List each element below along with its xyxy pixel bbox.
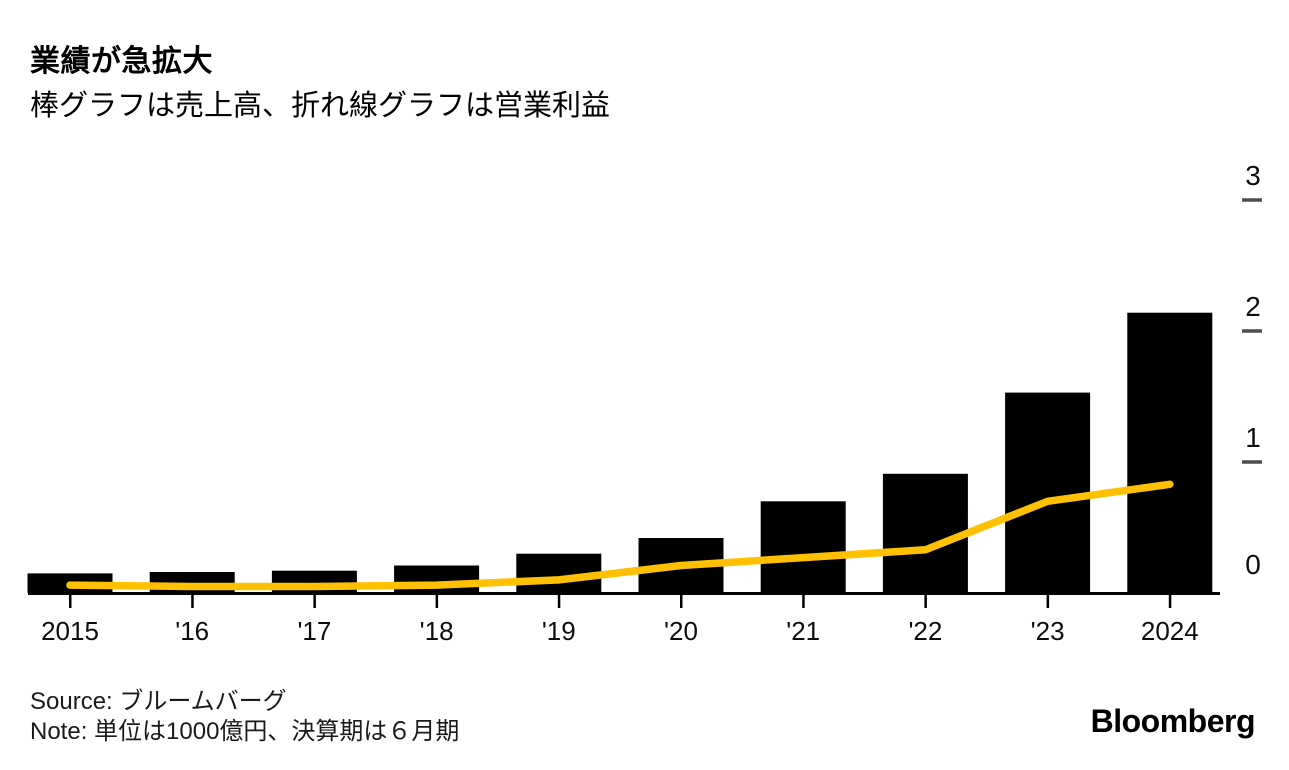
x-label-'21: '21 [786,616,820,646]
x-tick-'16 [191,595,194,608]
x-axis-baseline [28,592,1220,595]
x-tick-'23 [1046,595,1050,608]
x-tick-2024 [1168,595,1172,608]
bar-'21 [760,501,846,593]
operating-profit-line [66,480,1174,591]
x-label-'20: '20 [664,616,698,646]
chart-title: 業績が急拡大 [30,45,213,78]
note-text: Note: 単位は1000億円、決算期は６月期 [30,718,460,745]
x-label-2015: 2015 [41,616,99,646]
x-tick-'22 [924,595,927,608]
x-tick-'20 [680,595,683,608]
y-tick-dash-3 [1242,198,1262,202]
source-text: Source: ブルームバーグ [30,688,287,715]
x-label-'22: '22 [908,616,942,646]
x-label-'16: '16 [175,616,209,646]
y-label-3: 3 [1245,160,1261,191]
x-label-'19: '19 [542,616,576,646]
bloomberg-logo: Bloomberg [1090,703,1256,739]
x-label-2024: 2024 [1141,616,1199,646]
y-label-1: 1 [1245,422,1261,453]
x-label-'17: '17 [297,616,331,646]
y-label-0: 0 [1245,549,1261,580]
y-tick-dash-2 [1242,329,1262,333]
bar-'22 [882,473,968,593]
x-tick-2015 [69,595,72,608]
y-tick-dash-1 [1242,460,1262,464]
x-tick-'21 [802,595,805,608]
chart-subtitle: 棒グラフは売上高、折れ線グラフは営業利益 [30,90,611,122]
bar-2024 [1127,312,1213,593]
x-tick-'19 [557,595,561,608]
x-label-'18: '18 [420,616,454,646]
x-label-'23: '23 [1031,616,1065,646]
x-tick-'18 [435,595,439,608]
y-label-2: 2 [1245,291,1261,322]
x-tick-'17 [313,595,316,608]
bar-'23 [1005,392,1091,593]
